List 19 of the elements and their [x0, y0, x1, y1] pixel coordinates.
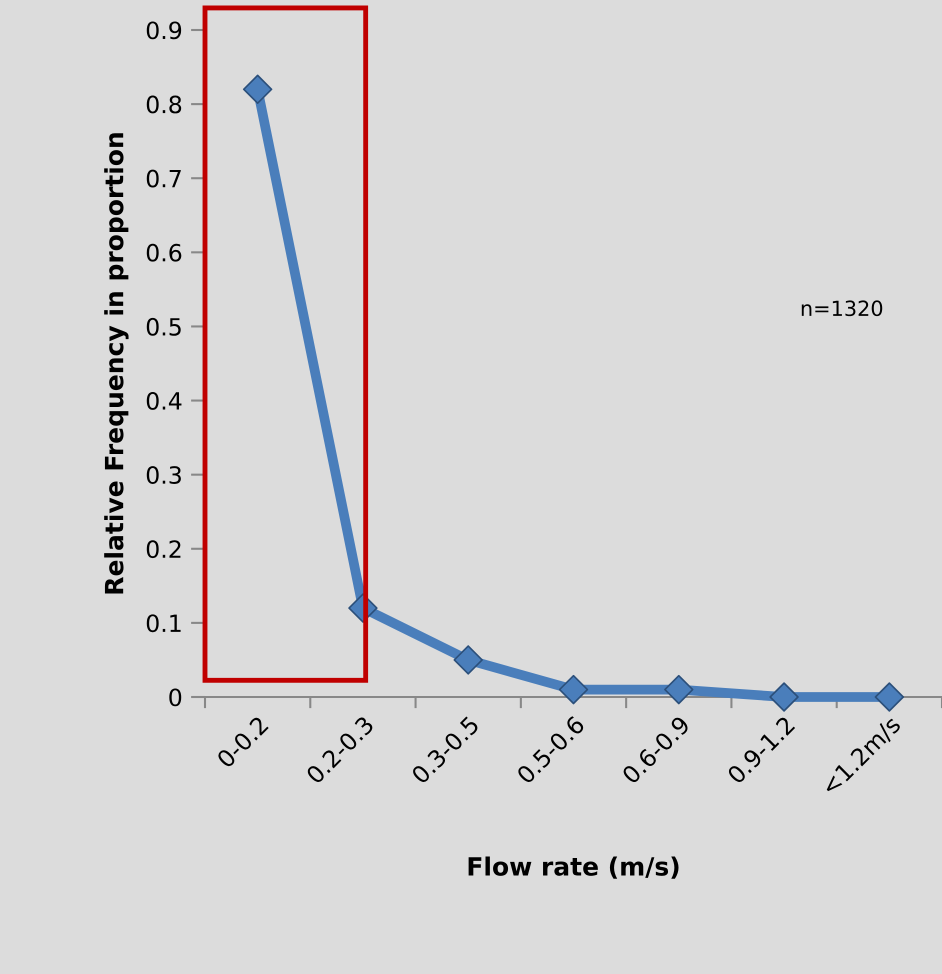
y-tick-label: 0.9 [146, 21, 182, 40]
y-axis-title: Relative Frequency in proportion [104, 133, 129, 594]
point [664, 674, 694, 704]
point [242, 74, 272, 104]
y-tick-label: 0.5 [146, 318, 181, 336]
y-tick-label: 0.8 [146, 96, 182, 114]
point [453, 645, 483, 675]
y-tick-label: 0.3 [146, 466, 181, 484]
y-tick-label: 0.2 [146, 540, 180, 558]
point [769, 682, 799, 712]
x-axis-title: Flow rate (m/s) [468, 856, 679, 879]
point [558, 674, 588, 704]
y-tick-label: 0.7 [146, 170, 181, 188]
y-tick-label: 0.6 [146, 244, 182, 262]
y-tick-label: 0.1 [146, 614, 181, 632]
y-tick-label: 0 [169, 688, 182, 706]
annotation: n=1320 [802, 300, 882, 316]
y-tick-label: 0.4 [146, 392, 182, 410]
point [874, 682, 904, 712]
